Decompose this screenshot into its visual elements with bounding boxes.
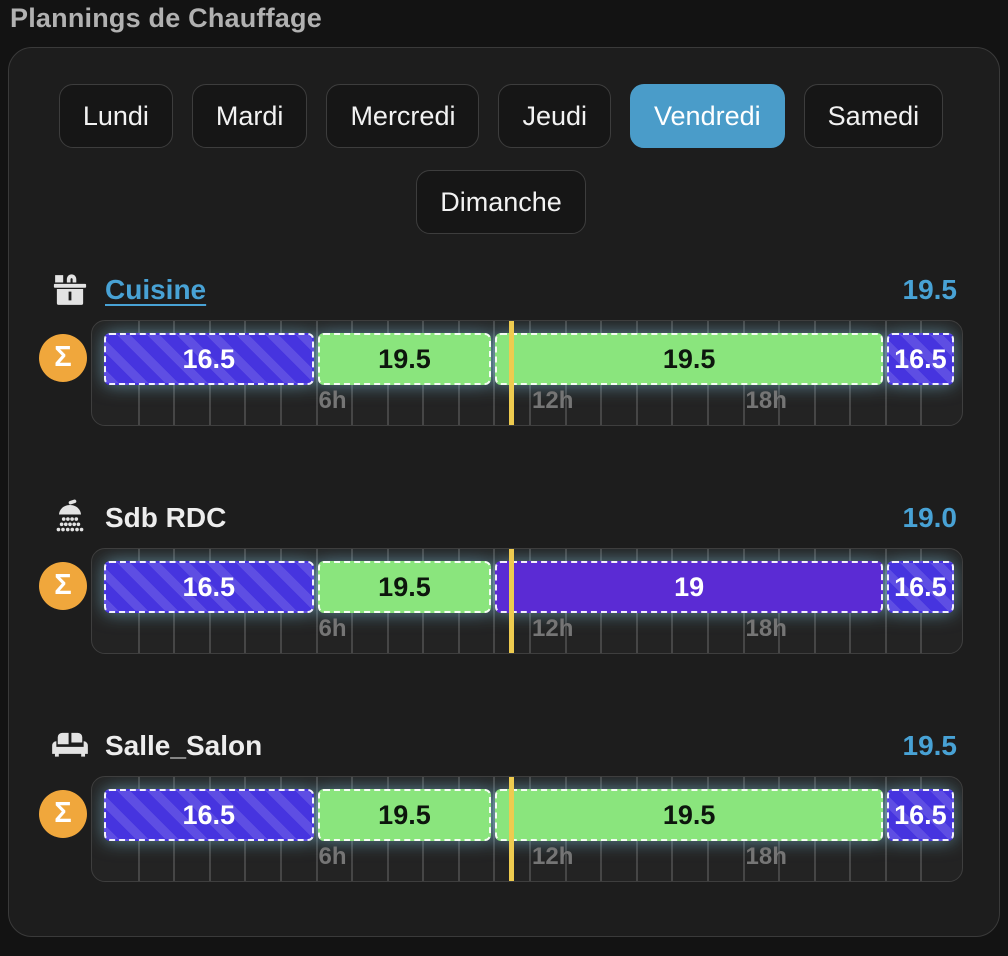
room-name-link[interactable]: Cuisine — [105, 274, 207, 305]
schedule-segment[interactable]: 19.5 — [495, 333, 883, 385]
schedule-strip: 16.5 19.5 19.5 16.5 — [102, 333, 956, 385]
room-setpoint-value: 19.5 — [902, 730, 958, 761]
day-selector-row-1: Lundi Mardi Mercredi Jeudi Vendredi Samedi — [39, 84, 963, 148]
schedules-card: Lundi Mardi Mercredi Jeudi Vendredi Samedi Di… — [8, 47, 1000, 937]
room-name: Sdb RDC — [105, 502, 227, 533]
day-button-samedi[interactable]: Samedi — [803, 84, 944, 148]
day-button-jeudi[interactable]: Jeudi — [498, 84, 612, 148]
schedule-segment[interactable]: 16.5 — [886, 561, 954, 613]
schedule-track[interactable]: 16.5 19.5 19.5 16.5 6h 12h 18h — [91, 320, 963, 426]
hour-gridline — [493, 321, 496, 425]
hour-gridline — [884, 549, 887, 653]
hour-gridline — [493, 777, 496, 881]
room-setpoint-value: 19.0 — [902, 502, 958, 533]
room-setpoint-value: 19.5 — [902, 274, 958, 305]
room-section: Cuisine 19.5 Σ 16.5 19.5 19.5 16.5 6h 12h 18h — [39, 268, 963, 426]
schedule-strip: 16.5 19.5 19.5 16.5 — [102, 789, 956, 841]
schedule-segment[interactable]: 19.5 — [317, 561, 492, 613]
hour-gridline — [884, 321, 887, 425]
sum-button[interactable]: Σ — [39, 334, 87, 382]
schedule-segment[interactable]: 19.5 — [317, 333, 492, 385]
sum-button[interactable]: Σ — [39, 562, 87, 610]
day-button-lundi[interactable]: Lundi — [58, 84, 173, 148]
room-name: Salle_Salon — [105, 730, 263, 761]
day-selector-row-2: Dimanche — [39, 170, 963, 234]
sofa-icon — [49, 725, 91, 767]
rooms-list: Cuisine 19.5 Σ 16.5 19.5 19.5 16.5 6h 12h 18h Sdb … — [39, 268, 963, 882]
sum-button[interactable]: Σ — [39, 790, 87, 838]
shower-head-icon — [49, 497, 91, 539]
page-title: Plannings de Chauffage — [10, 3, 322, 33]
schedule-segment[interactable]: 19.5 — [317, 789, 492, 841]
hour-gridline — [493, 549, 496, 653]
schedule-row: Σ 16.5 19.5 19.5 16.5 6h 12h 18h — [39, 776, 963, 882]
schedule-segment[interactable]: 16.5 — [104, 333, 314, 385]
room-section: Salle_Salon 19.5 Σ 16.5 19.5 19.5 16.5 6h 12h 18h — [39, 724, 963, 882]
schedule-segment[interactable]: 19 — [495, 561, 883, 613]
day-selector: Lundi Mardi Mercredi Jeudi Vendredi Samedi Di… — [39, 84, 963, 234]
day-button-dimanche[interactable]: Dimanche — [416, 170, 586, 234]
room-header: Cuisine 19.5 — [39, 268, 963, 312]
schedule-track[interactable]: 16.5 19.5 19.5 16.5 6h 12h 18h — [91, 776, 963, 882]
room-header: Salle_Salon 19.5 — [39, 724, 963, 768]
schedule-strip: 16.5 19.5 19 16.5 — [102, 561, 956, 613]
schedule-track[interactable]: 16.5 19.5 19 16.5 6h 12h 18h — [91, 548, 963, 654]
schedule-segment[interactable]: 16.5 — [104, 789, 314, 841]
day-button-mercredi[interactable]: Mercredi — [326, 84, 480, 148]
schedule-segment[interactable]: 16.5 — [886, 333, 954, 385]
schedule-segment[interactable]: 16.5 — [886, 789, 954, 841]
hour-gridline — [315, 549, 318, 653]
schedule-segment[interactable]: 19.5 — [495, 789, 883, 841]
day-button-mardi[interactable]: Mardi — [191, 84, 308, 148]
hour-gridline — [315, 321, 318, 425]
schedule-segment[interactable]: 16.5 — [104, 561, 314, 613]
day-button-vendredi[interactable]: Vendredi — [630, 84, 785, 148]
schedule-row: Σ 16.5 19.5 19.5 16.5 6h 12h 18h — [39, 320, 963, 426]
schedule-row: Σ 16.5 19.5 19 16.5 6h 12h 18h — [39, 548, 963, 654]
hour-gridline — [315, 777, 318, 881]
hour-gridline — [884, 777, 887, 881]
room-header: Sdb RDC 19.0 — [39, 496, 963, 540]
room-section: Sdb RDC 19.0 Σ 16.5 19.5 19 16.5 6h 12h 18h — [39, 496, 963, 654]
countertop-icon — [49, 269, 91, 311]
